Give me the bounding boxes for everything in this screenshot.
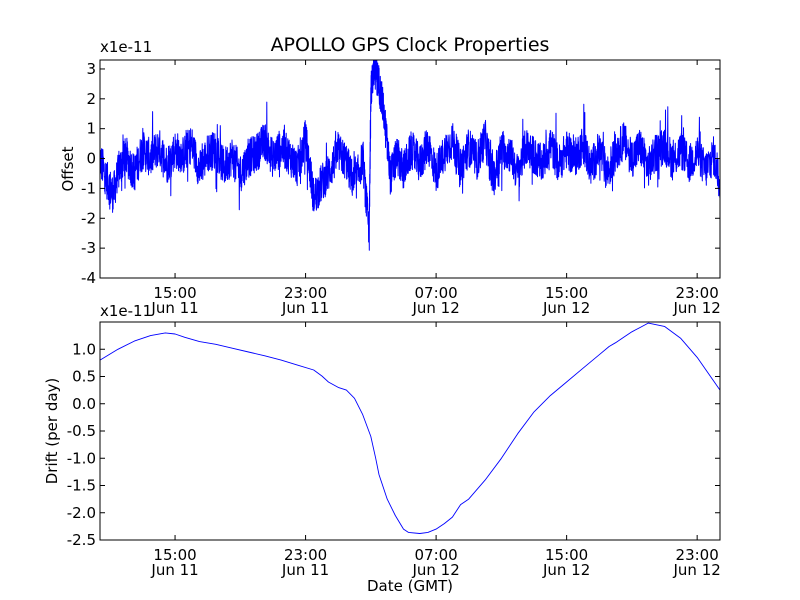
chart-title: APOLLO GPS Clock Properties xyxy=(271,34,550,56)
offset-ytick-label: 3 xyxy=(86,60,96,78)
drift-ytick-label: 0.0 xyxy=(72,395,96,413)
offset-plot-frame xyxy=(99,59,721,279)
drift-ytick-label: 0.5 xyxy=(72,368,96,386)
offset-series-group xyxy=(100,60,720,251)
offset-y-label: Offset xyxy=(59,146,77,191)
offset-ytick-label: -2 xyxy=(81,209,96,227)
drift-xtick-date-label: Jun 11 xyxy=(150,561,198,579)
drift-xtick-time-label: 15:00 xyxy=(545,546,588,564)
drift-panel: x1e-11 Drift (per day) Date (GMT) -2.5 -2… xyxy=(43,302,721,595)
drift-x-label: Date (GMT) xyxy=(367,577,453,595)
drift-series-line xyxy=(100,322,720,534)
drift-ytick-label: -0.5 xyxy=(67,422,96,440)
drift-xtick-date-label: Jun 11 xyxy=(281,561,329,579)
offset-xtick-date-label: Jun 11 xyxy=(281,299,329,317)
drift-ytick-label: 1.0 xyxy=(72,340,96,358)
offset-xtick-time-label: 23:00 xyxy=(284,284,327,302)
offset-xtick-date-label: Jun 12 xyxy=(673,299,721,317)
drift-xtick-time-label: 15:00 xyxy=(153,546,196,564)
offset-xtick-time-label: 23:00 xyxy=(676,284,719,302)
offset-scale-label: x1e-11 xyxy=(100,38,152,56)
offset-ytick-label: 0 xyxy=(86,150,96,168)
drift-ytick-label: -2.0 xyxy=(67,504,96,522)
drift-xtick-time-label: 23:00 xyxy=(284,546,327,564)
offset-xtick-time-label: 07:00 xyxy=(414,284,457,302)
offset-series-line xyxy=(100,60,720,251)
offset-ytick-label: 2 xyxy=(86,90,96,108)
offset-xtick-time-label: 15:00 xyxy=(153,284,196,302)
drift-y-label: Drift (per day) xyxy=(43,378,61,485)
drift-ytick-label: -1.5 xyxy=(67,477,96,495)
offset-xtick-time-label: 15:00 xyxy=(545,284,588,302)
offset-xtick-date-label: Jun 12 xyxy=(411,299,459,317)
offset-xtick-date-label: Jun 11 xyxy=(150,299,198,317)
offset-ytick-label: -1 xyxy=(81,179,96,197)
drift-xtick-time-label: 23:00 xyxy=(676,546,719,564)
drift-series-group xyxy=(100,322,720,534)
drift-ytick-label: -1.0 xyxy=(67,449,96,467)
drift-ytick-label: -2.5 xyxy=(67,531,96,549)
offset-panel: APOLLO GPS Clock Properties x1e-11 Offse… xyxy=(59,34,721,317)
drift-xtick-date-label: Jun 12 xyxy=(673,561,721,579)
drift-plot-frame xyxy=(99,321,721,541)
drift-xtick-date-label: Jun 12 xyxy=(411,561,459,579)
offset-ytick-label: -3 xyxy=(81,239,96,257)
offset-ytick-label: 1 xyxy=(86,120,96,138)
drift-xtick-date-label: Jun 12 xyxy=(542,561,590,579)
drift-xtick-time-label: 07:00 xyxy=(414,546,457,564)
offset-ytick-label: -4 xyxy=(81,269,96,287)
drift-scale-label: x1e-11 xyxy=(100,302,152,320)
offset-xtick-date-label: Jun 12 xyxy=(542,299,590,317)
